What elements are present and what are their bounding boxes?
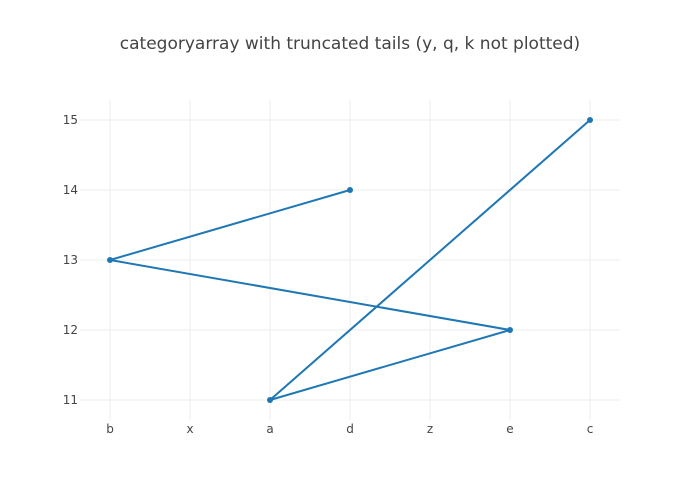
data-point[interactable] bbox=[507, 327, 513, 333]
data-point[interactable] bbox=[107, 257, 113, 263]
y-axis-ticks: 11 12 13 14 15 bbox=[63, 113, 78, 407]
data-point[interactable] bbox=[587, 117, 593, 123]
y-tick-label: 12 bbox=[63, 323, 78, 337]
x-tick-label: x bbox=[186, 422, 193, 436]
x-tick-label: b bbox=[106, 422, 114, 436]
data-point[interactable] bbox=[267, 397, 273, 403]
x-tick-label: a bbox=[266, 422, 273, 436]
y-tick-label: 11 bbox=[63, 393, 78, 407]
data-point[interactable] bbox=[347, 187, 353, 193]
x-tick-label: c bbox=[587, 422, 594, 436]
chart-title: categoryarray with truncated tails (y, q… bbox=[120, 34, 580, 54]
y-tick-label: 15 bbox=[63, 113, 78, 127]
x-tick-label: z bbox=[427, 422, 433, 436]
x-tick-label: e bbox=[506, 422, 513, 436]
y-tick-label: 13 bbox=[63, 253, 78, 267]
x-tick-label: d bbox=[346, 422, 354, 436]
y-tick-label: 14 bbox=[63, 183, 78, 197]
series-layer bbox=[107, 117, 593, 403]
